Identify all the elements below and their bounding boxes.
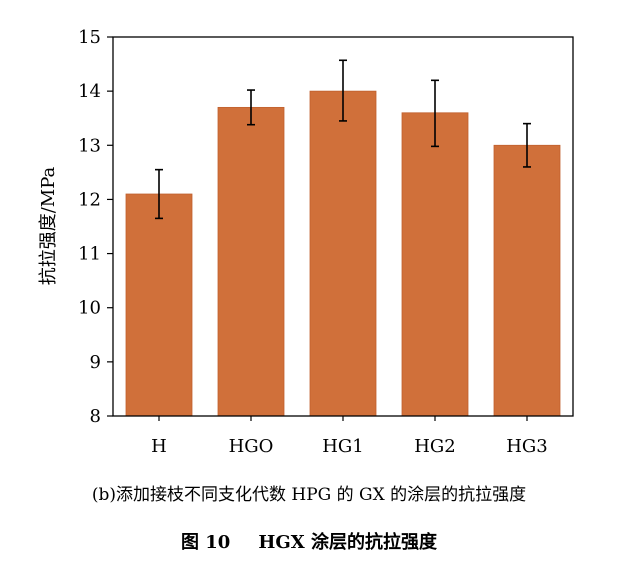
y-tick-label-10: 10 [78, 298, 101, 319]
figure-subcaption: (b)添加接枝不同支化代数 HPG 的 GX 的涂层的抗拉强度 [91, 485, 527, 505]
y-tick-label-14: 14 [78, 81, 101, 102]
error-bars-layer [155, 59, 531, 220]
figure-number: 图 10 [181, 532, 231, 553]
y-axis-ticks: 8 9 10 11 12 13 14 15 [78, 27, 113, 427]
x-tick-label-hgo: HGO [229, 436, 274, 457]
x-tick-label-h: H [151, 436, 167, 457]
y-tick-label-9: 9 [90, 352, 101, 373]
x-tick-label-hg1: HG1 [322, 436, 364, 457]
y-tick-label-8: 8 [90, 406, 101, 427]
x-axis-ticks: H HGO HG1 HG2 HG3 [151, 416, 548, 457]
bars-layer [125, 90, 561, 417]
y-tick-label-11: 11 [78, 244, 101, 265]
figure-caption: 图 10 HGX 涂层的抗拉强度 [0, 528, 618, 554]
bar-hg1 [309, 90, 377, 417]
y-tick-label-15: 15 [78, 27, 101, 48]
x-tick-label-hg2: HG2 [414, 436, 456, 457]
bar-hg3 [493, 144, 561, 417]
x-tick-label-hg3: HG3 [506, 436, 548, 457]
y-tick-label-12: 12 [78, 189, 101, 210]
figure-title: HGX 涂层的抗拉强度 [258, 532, 437, 553]
bar-h [125, 193, 193, 417]
y-axis-label: 抗拉强度/MPa [38, 166, 59, 285]
bar-hg2 [401, 112, 469, 417]
tensile-strength-bar-chart: 8 9 10 11 12 13 14 15 H HGO HG1 HG2 HG3 抗拉强度/MPa [38, 27, 574, 457]
y-tick-label-13: 13 [78, 135, 101, 156]
bar-hgo [217, 106, 285, 417]
